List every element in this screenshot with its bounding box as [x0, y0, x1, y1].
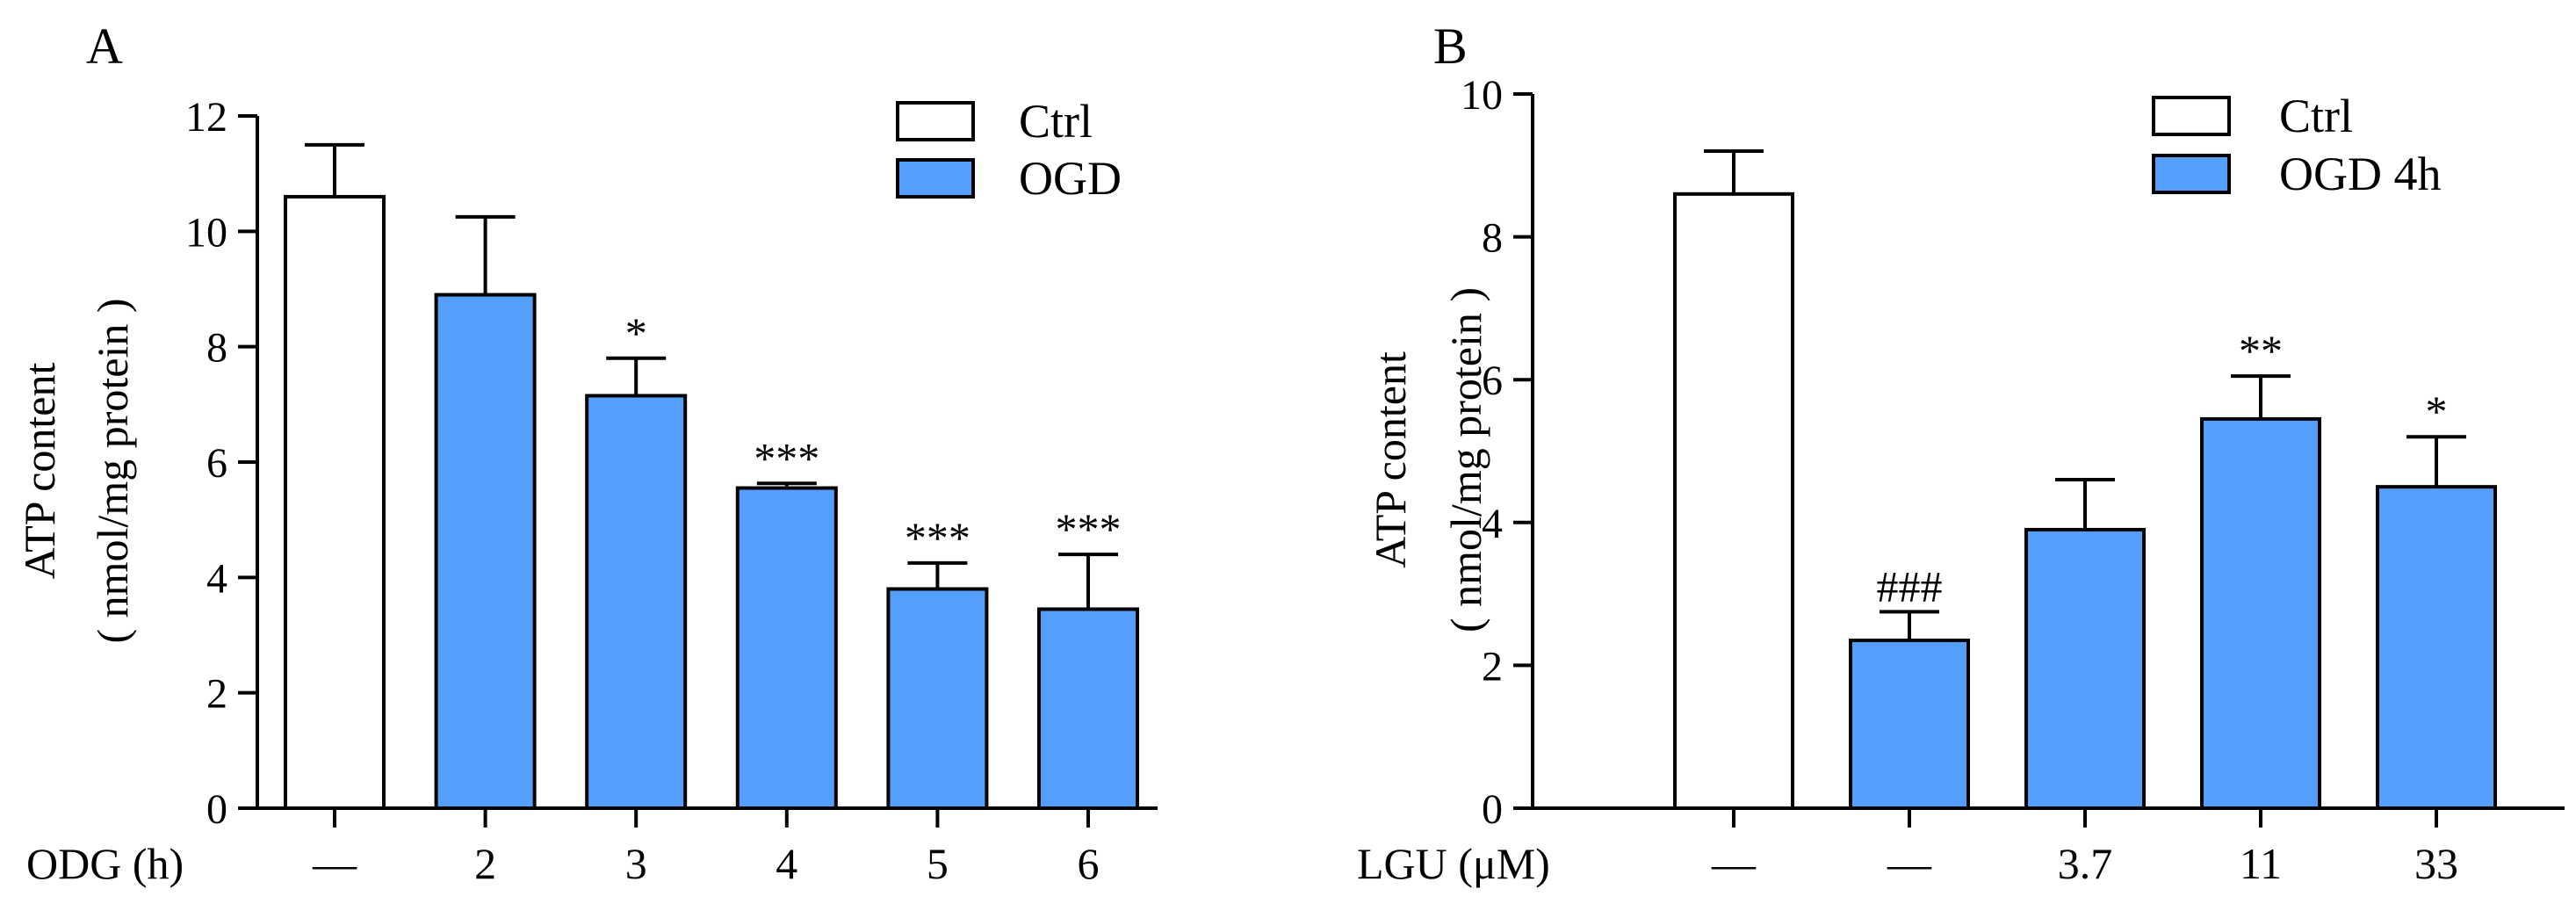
- panel-a-x-axis-title: ODG (h): [26, 839, 184, 888]
- panel-b-bar: [1849, 638, 1970, 810]
- panel-a-significance-label: ***: [754, 433, 819, 482]
- panel-b-x-tick-label: 11: [2240, 839, 2282, 888]
- panel-b-bar: [2376, 485, 2497, 811]
- panel-b-legend-swatch: [2152, 96, 2231, 136]
- panel-a-y-axis-subtitle: ( nmol/mg protein ): [88, 299, 137, 644]
- panel-a-bar: [886, 587, 989, 811]
- panel-a-y-tick-label: 0: [206, 786, 227, 833]
- panel-a-legend-swatch: [896, 101, 975, 141]
- panel-a-bar: [1037, 607, 1139, 811]
- panel-a-y-axis-title: ATP content: [15, 363, 64, 580]
- panel-a-y-tick-label: 2: [206, 671, 227, 718]
- panel-a-x-tick-label: 4: [776, 839, 797, 888]
- panel-b-x-tick-label: 3.7: [2058, 839, 2113, 888]
- panel-a-significance-label: *: [625, 308, 647, 358]
- panel-b-significance-label: *: [2426, 387, 2448, 436]
- panel-a-significance-label: ***: [1056, 504, 1122, 553]
- panel-b-x-tick-label: 33: [2414, 839, 2458, 888]
- panel-b-legend-label: Ctrl: [2279, 90, 2353, 142]
- panel-b-x-tick-label: —: [1711, 839, 1757, 888]
- panel-b-legend-label: OGD 4h: [2279, 148, 2442, 200]
- panel-a-bar: [585, 394, 688, 810]
- panel-a-x-tick-label: 5: [927, 839, 949, 888]
- panel-b-bar: [2200, 416, 2321, 810]
- panel-b-bar: [2024, 527, 2146, 810]
- panel-a-legend-swatch: [896, 158, 975, 199]
- panel-a-x-tick-label: —: [312, 839, 357, 888]
- panel-b-y-tick-label: 6: [1482, 358, 1503, 404]
- panel-a-bar: [284, 194, 386, 810]
- panel-b-y-axis-title: ATP content: [1366, 351, 1415, 568]
- panel-a-significance-label: ***: [905, 513, 971, 562]
- panel-b-legend-swatch: [2152, 154, 2231, 194]
- panel-b-y-tick-label: 2: [1482, 643, 1503, 690]
- panel-b-label: B: [1433, 18, 1468, 75]
- panel-a-y-tick-label: 8: [206, 325, 227, 372]
- panel-b-y-tick-label: 8: [1482, 215, 1503, 262]
- panel-a-x-tick-label: 6: [1078, 839, 1100, 888]
- panel-a-y-tick-label: 6: [206, 440, 227, 487]
- panel-b-x-tick-label: —: [1887, 839, 1932, 888]
- panel-a-y-tick-label: 12: [185, 94, 227, 141]
- panel-b-significance-label: ###: [1877, 561, 1943, 611]
- panel-b-bar: [1673, 192, 1794, 810]
- panel-a-y-tick-label: 4: [206, 555, 227, 602]
- panel-b-y-tick-label: 4: [1482, 501, 1503, 547]
- panel-a-x-tick-label: 3: [625, 839, 647, 888]
- panel-a-x-tick-label: 2: [474, 839, 496, 888]
- panel-b-significance-label: **: [2239, 326, 2283, 375]
- panel-b-y-tick-label: 10: [1461, 72, 1503, 119]
- panel-a-legend-label: OGD: [1019, 152, 1122, 205]
- panel-a-bar: [735, 486, 838, 810]
- panel-a-y-tick-label: 10: [185, 209, 227, 256]
- panel-a-label: A: [86, 18, 123, 75]
- panel-b-y-tick-label: 0: [1482, 786, 1503, 833]
- panel-a-legend-label: Ctrl: [1019, 95, 1093, 148]
- panel-b-y-axis-subtitle: ( nmol/mg protein ): [1441, 287, 1490, 632]
- panel-a-bar: [434, 293, 537, 811]
- panel-b-x-axis-title: LGU (μM): [1357, 839, 1550, 888]
